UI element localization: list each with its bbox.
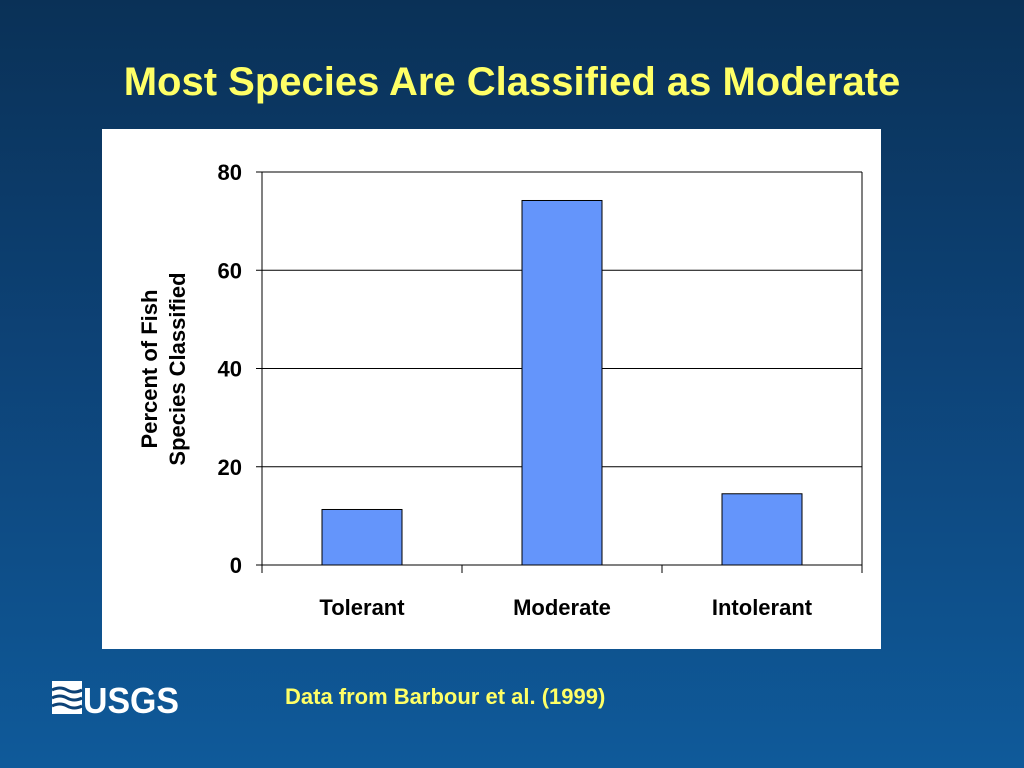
bar: [721, 493, 803, 566]
bar: [321, 508, 403, 566]
y-tick-label: 80: [218, 160, 242, 185]
y-tick-label: 60: [218, 258, 242, 283]
y-axis-label-line: Percent of Fish: [137, 290, 162, 449]
x-tick-label: Tolerant: [319, 595, 405, 620]
y-tick-label: 40: [218, 357, 242, 382]
y-tick-label: 20: [218, 455, 242, 480]
slide-title: Most Species Are Classified as Moderate: [123, 60, 901, 104]
usgs-wave-icon: [52, 681, 83, 714]
x-tick-label: Moderate: [513, 595, 611, 620]
chart-panel: 0 20 40 60 80 Tolerant Moderate Intolerant Perce…: [102, 129, 881, 649]
y-tick-label: 0: [230, 553, 242, 578]
bar: [521, 199, 603, 566]
usgs-logo: USGS: [52, 678, 182, 718]
y-axis-label-line: Species Classified: [165, 272, 190, 465]
bar-chart: 0 20 40 60 80 Tolerant Moderate Intolerant Perce…: [137, 160, 863, 620]
x-tick-label: Intolerant: [712, 595, 813, 620]
usgs-logo-text: USGS: [83, 680, 179, 718]
y-axis-label: Percent of Fish Species Classified: [137, 272, 190, 465]
source-note: Data from Barbour et al. (1999): [285, 684, 606, 709]
